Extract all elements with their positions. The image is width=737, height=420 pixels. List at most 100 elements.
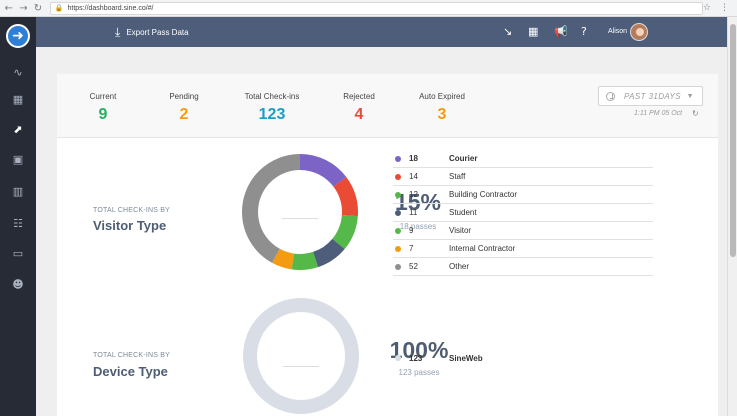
summary-bar [57,74,718,138]
updated-time: 1:11 PM 05 Oct [634,110,683,117]
sidebar: ➜ ∿ ▦ ⬈ ▣ ▥ ☷ ▭ ☻ [0,17,36,416]
back-icon[interactable]: ← [4,2,13,14]
people-icon[interactable]: ☻ [12,277,24,291]
divider [283,366,319,367]
scroll-thumb[interactable] [730,24,736,257]
legend-count: 11 [409,208,418,217]
url-text: https://dashboard.sine.co/#/ [67,4,154,12]
legend-label: Staff [449,172,466,181]
megaphone-icon[interactable]: 📢 [554,25,568,38]
chevron-down-icon: ▼ [686,92,694,100]
date-range-dropdown[interactable]: PAST 31DAYS ▼ [598,86,703,106]
export-pass-data-button[interactable]: ⤓ Export Pass Data [115,25,189,40]
visitor-passes: 18 passes [399,222,437,231]
legend-label: Other [449,262,470,271]
calendar-icon[interactable]: ▦ [12,92,24,106]
legend-label: Internal Contractor [449,244,516,253]
legend-row: 11 Student [393,204,653,222]
browser-actions: ☆ ⋮ [703,3,729,13]
legend-count: 12 [409,190,418,199]
stat-current: Current 9 [82,92,124,124]
legend-count: 7 [409,244,414,253]
legend-label: Visitor [449,226,472,235]
stat-total-check-ins: Total Check-ins 123 [233,92,311,124]
device-donut-svg [243,298,359,414]
stat-auto-expired: Auto Expired 3 [407,92,477,124]
divider [282,218,318,219]
stat-label: Rejected [343,92,375,101]
legend-count: 9 [409,226,414,235]
legend-row: 7 Internal Contractor [393,240,653,258]
lock-icon: 🔒 [54,4,64,12]
legend-label: Student [449,208,477,217]
menu-icon[interactable]: ⋮ [720,3,730,13]
device-legend-row: 123 SineWeb [393,349,653,367]
legend-dot [395,209,401,216]
stat-value: 3 [437,106,447,123]
stat-label: Current [89,92,117,101]
legend-dot [395,191,401,198]
legend-dot [395,227,401,234]
arrow-down-right-icon[interactable]: ↘ [503,25,513,38]
legend-dot [395,173,401,180]
legend-count: 123 [409,353,423,363]
legend-label: Courier [449,154,478,163]
stat-label: Pending [169,92,199,101]
visitor-section-title: Visitor Type [93,218,167,233]
building-icon[interactable]: ▥ [12,184,24,198]
calendar-icon[interactable]: ▦ [528,25,539,38]
trend-icon[interactable]: ⬈ [13,122,23,136]
export-label: Export Pass Data [126,28,189,37]
download-icon: ⤓ [115,25,121,39]
legend-dot [395,355,401,361]
arrow-right-icon[interactable]: ➜ [6,24,30,48]
visitor-slice [242,154,358,270]
device-section-title: Device Type [93,364,168,379]
badge-icon[interactable]: ▣ [12,152,24,166]
avatar[interactable] [630,23,648,41]
refresh-icon[interactable]: ↻ [692,109,699,118]
legend-count: 18 [409,154,418,163]
activity-icon[interactable]: ∿ [13,65,23,79]
legend-dot [395,155,401,162]
legend-label: SineWeb [449,353,483,363]
visitor-donut-svg [242,154,358,270]
user-list-icon[interactable]: ☷ [13,216,23,230]
staff-slice [242,154,358,270]
legend-row: 18 Courier [393,150,653,168]
stat-label: Auto Expired [419,92,465,101]
legend-row: 52 Other [393,258,653,276]
visitor-percent: 15% [394,189,442,215]
legend-count: 52 [409,262,418,271]
user-name[interactable]: Alison [608,28,628,35]
legend-dot [395,245,401,252]
stat-rejected: Rejected 4 [335,92,383,124]
reload-icon[interactable]: ↻ [33,2,43,14]
other-slice [242,154,358,270]
forward-icon[interactable]: → [19,2,28,14]
help-icon[interactable]: ? [581,25,587,38]
topbar: ⤓ Export Pass Data ↘ ▦ 📢 ? Alison [36,17,727,47]
address-bar[interactable]: 🔒 https://dashboard.sine.co/#/ [49,1,703,15]
sineweb-slice [243,298,359,414]
stat-value: 2 [179,106,189,123]
legend-row: 14 Staff [393,168,653,186]
device-passes: 123 passes [398,368,440,377]
visitor-section-subtitle: TOTAL CHECK-INS BY [93,207,170,214]
legend-count: 14 [409,172,418,181]
stat-label: Total Check-ins [244,92,300,101]
browser-toolbar: ← → ↻ 🔒 https://dashboard.sine.co/#/ ☆ ⋮ [0,0,737,17]
visitor-type-donut: 15% 18 passes [241,153,441,271]
scrollbar[interactable] [727,17,737,416]
clock-icon [606,91,615,101]
stat-value: 123 [258,106,286,123]
legend-dot [395,263,401,270]
device-section-subtitle: TOTAL CHECK-INS BY [93,352,170,359]
legend-label: Building Contractor [449,190,518,199]
device-type-donut: 100% 123 passes [242,297,448,415]
stat-value: 9 [98,106,108,123]
date-range-label: PAST 31DAYS [624,91,682,101]
monitor-icon[interactable]: ▭ [12,246,24,260]
legend-row: 12 Building Contractor [393,186,653,204]
star-icon[interactable]: ☆ [702,3,712,13]
